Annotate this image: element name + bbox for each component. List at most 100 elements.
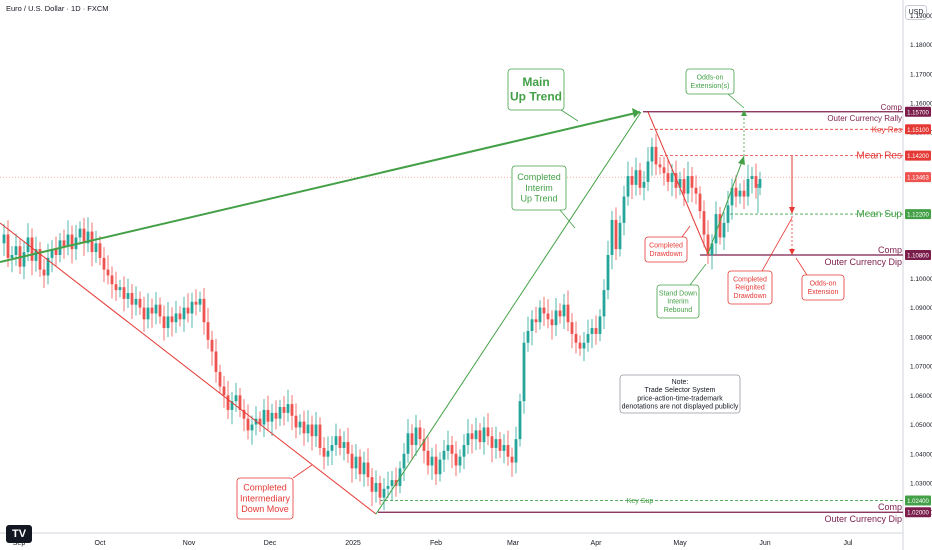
- extension-arrowhead: [741, 110, 747, 116]
- candle-body: [722, 222, 726, 238]
- completed-intermediary-down-move-text: Completed: [243, 483, 287, 493]
- candle-body: [14, 246, 18, 255]
- key-res-price-tag: 1.15100: [907, 128, 929, 134]
- comp-outer-currency-dip-top-price-tag: 1.10800: [907, 254, 929, 260]
- candle-body: [506, 445, 510, 457]
- candle-body: [654, 146, 658, 165]
- candle-body: [754, 176, 758, 188]
- candle-body: [426, 450, 430, 466]
- candle-body: [670, 173, 674, 182]
- candle-body: [230, 401, 234, 410]
- candle-body: [446, 445, 450, 451]
- candle-body: [530, 319, 534, 331]
- mean-res-label: Mean Res: [856, 151, 902, 162]
- candle-body: [466, 433, 470, 445]
- candle-body: [582, 342, 586, 349]
- candle-body: [606, 255, 610, 291]
- x-tick-label: Jun: [759, 540, 770, 547]
- candle-body: [302, 421, 306, 434]
- candle-body: [126, 293, 130, 299]
- candle-body: [706, 234, 710, 255]
- rebound-arrowhead: [738, 156, 745, 165]
- y-tick-label: 1.18000: [910, 42, 932, 49]
- candle-body: [642, 181, 646, 188]
- candle-body: [322, 447, 326, 457]
- candle-body: [454, 453, 458, 466]
- candle-body: [174, 313, 178, 323]
- candle-body: [306, 424, 310, 434]
- candle-body: [386, 485, 390, 489]
- candle-body: [210, 339, 214, 352]
- candle-body: [238, 395, 242, 410]
- key-res-price-tag-bg: [905, 124, 931, 135]
- completed-reignited-drawdown-text: Drawdown: [733, 293, 766, 300]
- intermediary-downmove-line: [0, 222, 377, 515]
- candle-body: [586, 333, 590, 343]
- note-box: [619, 374, 741, 414]
- candle-body: [326, 450, 330, 457]
- candle-body: [422, 439, 426, 451]
- candle-body: [30, 237, 34, 261]
- completed-drawdown-text: Completed: [649, 243, 683, 250]
- candle-body: [270, 412, 274, 422]
- candle-body: [258, 418, 262, 425]
- candle-body: [262, 409, 266, 425]
- candle-body: [622, 196, 626, 223]
- rebound-line: [707, 155, 745, 255]
- stand-down-interim-rebound-box: [656, 284, 700, 319]
- odds-on-extension-text: Odds-on: [810, 281, 837, 288]
- candle-body: [726, 205, 730, 223]
- mean-sup-label: Mean Sup: [856, 209, 902, 220]
- y-tick-label: 1.16000: [910, 101, 932, 108]
- candle-body: [358, 456, 362, 475]
- candle-body: [138, 298, 142, 308]
- candle-body: [226, 395, 230, 410]
- candle-body: [502, 445, 506, 451]
- candle-body: [278, 407, 282, 419]
- candle-body: [6, 234, 10, 258]
- candle-body: [554, 310, 558, 326]
- mean-sup-price-tag-bg: [905, 209, 931, 220]
- currency-button[interactable]: USD: [905, 5, 927, 20]
- candle-body: [482, 427, 486, 443]
- candle-body: [106, 269, 110, 276]
- completed-drawdown-box: [644, 236, 688, 263]
- candle-body: [598, 316, 602, 334]
- stand-down-interim-rebound-text: Stand Down: [659, 290, 697, 297]
- candle-body: [142, 307, 146, 320]
- candle-body: [714, 214, 718, 244]
- odds-on-extension-pointer: [795, 257, 808, 276]
- tradingview-logo[interactable]: TV: [6, 525, 32, 543]
- candle-body: [662, 167, 666, 174]
- candle-body: [418, 427, 422, 440]
- odds-on-extensions-text: Extension(s): [691, 83, 730, 90]
- symbol-title: Euro / U.S. Dollar · 1D · FXCM: [6, 4, 109, 13]
- x-tick-label: Apr: [591, 540, 603, 547]
- completed-drawdown-text: Drawdown: [649, 251, 682, 258]
- candle-body: [682, 179, 686, 194]
- candle-body: [630, 176, 634, 185]
- candle-body: [122, 287, 126, 299]
- candle-body: [718, 214, 722, 238]
- completed-intermediary-down-move-text: Down Move: [241, 504, 289, 514]
- odds-on-extension-box: [801, 274, 845, 301]
- candle-body: [666, 173, 670, 182]
- candle-body: [638, 170, 642, 188]
- candle-body: [414, 427, 418, 445]
- candle-body: [390, 480, 394, 486]
- candle-body: [162, 316, 166, 329]
- y-tick-label: 1.09000: [910, 305, 932, 312]
- candle-body: [158, 304, 162, 317]
- candle-body: [686, 176, 690, 194]
- candle-body: [298, 421, 302, 428]
- completed-intermediary-down-move-text: Intermediary: [240, 493, 291, 503]
- main-uptrend-line: [0, 111, 641, 263]
- candle-body: [458, 456, 462, 466]
- y-tick-label: 1.05000: [910, 422, 932, 429]
- completed-interim-up-trend-box: [511, 165, 567, 211]
- candle-body: [746, 179, 750, 197]
- candle-body: [154, 304, 158, 314]
- comp-outer-currency-rally-label-bottom: Outer Currency Rally: [827, 114, 902, 123]
- candle-body: [218, 371, 222, 387]
